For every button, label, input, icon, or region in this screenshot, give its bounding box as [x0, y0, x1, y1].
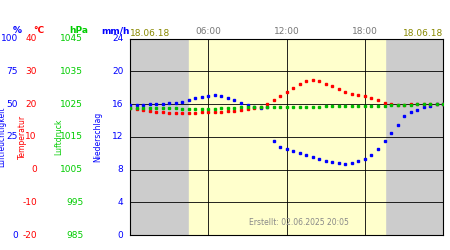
Text: hPa: hPa — [70, 26, 89, 35]
Text: 18.06.18: 18.06.18 — [130, 28, 170, 38]
Text: Luftdruck: Luftdruck — [54, 119, 63, 155]
Text: 0: 0 — [31, 165, 37, 174]
Text: 16: 16 — [112, 100, 123, 109]
Text: 985: 985 — [66, 230, 83, 239]
Text: 100: 100 — [1, 34, 18, 43]
Text: 12: 12 — [112, 132, 123, 141]
Text: 0: 0 — [12, 230, 18, 239]
Text: 25: 25 — [7, 132, 18, 141]
Text: 1005: 1005 — [60, 165, 83, 174]
Text: °C: °C — [34, 26, 45, 35]
Text: 10: 10 — [25, 132, 37, 141]
Text: 1015: 1015 — [60, 132, 83, 141]
Text: 50: 50 — [6, 100, 18, 109]
Text: 20: 20 — [26, 100, 37, 109]
Text: Erstellt: 02.06.2025 20:05: Erstellt: 02.06.2025 20:05 — [249, 218, 349, 227]
Text: 24: 24 — [112, 34, 123, 43]
Text: 75: 75 — [6, 67, 18, 76]
Text: -10: -10 — [22, 198, 37, 207]
Text: 4: 4 — [118, 198, 123, 207]
Bar — [189, 39, 384, 235]
Text: Temperatur: Temperatur — [18, 115, 27, 159]
Text: -20: -20 — [22, 230, 37, 239]
Text: 1045: 1045 — [60, 34, 83, 43]
Text: 20: 20 — [112, 67, 123, 76]
Text: mm/h: mm/h — [101, 26, 130, 35]
Text: 30: 30 — [25, 67, 37, 76]
Text: 0: 0 — [117, 230, 123, 239]
Text: Niederschlag: Niederschlag — [94, 112, 103, 162]
Text: Luftfeuchtigkeit: Luftfeuchtigkeit — [0, 106, 7, 167]
Text: 8: 8 — [117, 165, 123, 174]
Text: 995: 995 — [66, 198, 83, 207]
Text: 1025: 1025 — [60, 100, 83, 109]
Text: 18.06.18: 18.06.18 — [403, 28, 443, 38]
Text: 1035: 1035 — [60, 67, 83, 76]
Text: 40: 40 — [26, 34, 37, 43]
Text: %: % — [13, 26, 22, 35]
